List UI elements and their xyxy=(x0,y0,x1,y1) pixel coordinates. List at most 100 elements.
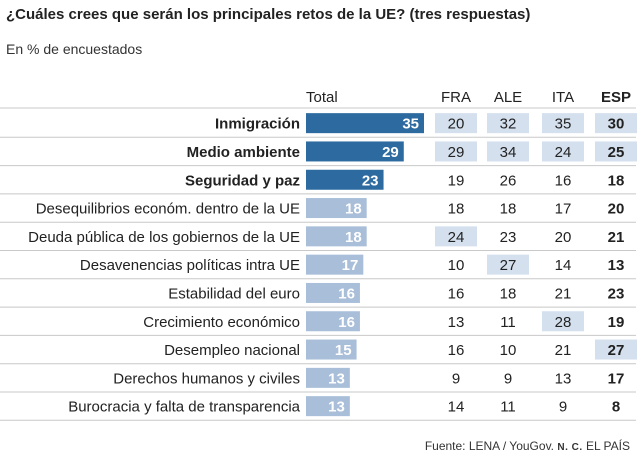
cell-value-esp: 8 xyxy=(612,399,620,416)
total-bar-label: 17 xyxy=(342,257,359,274)
cell-value-fra: 14 xyxy=(448,399,465,416)
column-header-total: Total xyxy=(306,89,338,106)
cell-value-fra: 18 xyxy=(448,201,465,218)
row-label: Seguridad y paz xyxy=(185,172,300,189)
cell-value-fra: 29 xyxy=(448,144,465,161)
cell-value-ale: 10 xyxy=(500,342,517,359)
row-label: Medio ambiente xyxy=(187,144,300,161)
total-bar xyxy=(306,282,360,303)
cell-value-fra: 10 xyxy=(448,257,465,274)
highlight-cell-ale xyxy=(487,141,529,162)
cell-value-ale: 11 xyxy=(500,399,516,416)
total-bar-label: 18 xyxy=(345,229,362,246)
total-bar-label: 16 xyxy=(338,285,355,302)
source-suffix: EL PAÍS xyxy=(582,439,630,453)
total-bar-label: 13 xyxy=(328,370,345,387)
cell-value-esp: 20 xyxy=(608,201,625,218)
total-bar xyxy=(306,141,404,162)
cell-value-esp: 17 xyxy=(608,370,625,387)
cell-value-fra: 9 xyxy=(452,370,460,387)
total-bar xyxy=(306,254,364,275)
highlight-cell-ale xyxy=(487,113,529,134)
row-label: Derechos humanos y civiles xyxy=(113,370,300,387)
row-label: Crecimiento económico xyxy=(143,314,300,331)
source-note: Fuente: LENA / YouGov. N. C. EL PAÍS xyxy=(425,439,630,453)
cell-value-ita: 13 xyxy=(555,370,572,387)
cell-value-fra: 20 xyxy=(448,116,465,133)
column-header-fra: FRA xyxy=(441,89,471,106)
total-bar-label: 23 xyxy=(362,172,379,189)
cell-value-ita: 24 xyxy=(555,144,572,161)
highlight-cell-ita xyxy=(542,311,584,332)
cell-value-fra: 16 xyxy=(448,285,465,302)
total-bar xyxy=(306,226,367,247)
cell-value-esp: 21 xyxy=(608,229,625,246)
source-prefix: Fuente: LENA / YouGov. xyxy=(424,439,558,453)
cell-value-ita: 9 xyxy=(559,399,567,416)
cell-value-fra: 13 xyxy=(448,314,465,331)
row-label: Burocracia y falta de transparencia xyxy=(68,399,300,416)
cell-value-ita: 21 xyxy=(555,342,572,359)
highlight-cell-ale xyxy=(487,254,529,275)
cell-value-ale: 32 xyxy=(500,116,517,133)
cell-value-ita: 16 xyxy=(555,172,572,189)
cell-value-esp: 23 xyxy=(608,285,625,302)
cell-value-esp: 30 xyxy=(608,116,625,133)
cell-value-ale: 18 xyxy=(500,201,517,218)
column-header-esp: ESP xyxy=(601,89,631,106)
cell-value-ita: 35 xyxy=(555,116,572,133)
row-label: Desempleo nacional xyxy=(164,342,300,359)
column-header-ita: ITA xyxy=(552,89,574,106)
cell-value-ale: 27 xyxy=(500,257,517,274)
cell-value-fra: 19 xyxy=(448,172,465,189)
total-bar-label: 18 xyxy=(345,201,362,218)
total-bar xyxy=(306,339,357,360)
cell-value-ale: 18 xyxy=(500,285,517,302)
highlight-cell-fra xyxy=(435,113,477,134)
highlight-cell-fra xyxy=(435,226,477,247)
cell-value-fra: 16 xyxy=(448,342,465,359)
chart-title: ¿Cuáles crees que serán los principales … xyxy=(6,6,531,23)
cell-value-esp: 18 xyxy=(608,172,625,189)
cell-value-ale: 11 xyxy=(500,314,516,331)
cell-value-ita: 14 xyxy=(555,257,572,274)
cell-value-fra: 24 xyxy=(448,229,465,246)
total-bar-label: 16 xyxy=(338,314,355,331)
total-bar-label: 13 xyxy=(328,399,345,416)
total-bar-label: 15 xyxy=(335,342,352,359)
cell-value-ita: 17 xyxy=(555,201,572,218)
total-bar xyxy=(306,367,350,388)
row-label: Estabilidad del euro xyxy=(168,285,300,302)
highlight-cell-esp xyxy=(595,141,637,162)
chart-subtitle: En % de encuestados xyxy=(6,41,143,57)
row-label: Inmigración xyxy=(215,116,300,133)
cell-value-esp: 25 xyxy=(608,144,625,161)
cell-value-ita: 20 xyxy=(555,229,572,246)
total-bar xyxy=(306,198,367,219)
total-bar xyxy=(306,311,360,332)
highlight-cell-ita xyxy=(542,113,584,134)
cell-value-ale: 26 xyxy=(500,172,517,189)
cell-value-ale: 34 xyxy=(500,144,517,161)
total-bar-label: 29 xyxy=(382,144,399,161)
row-label: Desequilibrios económ. dentro de la UE xyxy=(36,201,300,218)
cell-value-ale: 23 xyxy=(500,229,517,246)
highlight-cell-esp xyxy=(595,113,637,134)
column-header-ale: ALE xyxy=(494,89,522,106)
highlight-cell-ita xyxy=(542,141,584,162)
row-label: Deuda pública de los gobiernos de la UE xyxy=(28,229,300,246)
total-bar xyxy=(306,396,350,417)
cell-value-ale: 9 xyxy=(504,370,512,387)
total-bar xyxy=(306,113,424,134)
highlight-cell-esp xyxy=(595,339,637,360)
row-label: Desavenencias políticas intra UE xyxy=(80,257,300,274)
total-bar xyxy=(306,169,384,190)
cell-value-ita: 28 xyxy=(555,314,572,331)
highlight-cell-fra xyxy=(435,141,477,162)
total-bar-label: 35 xyxy=(402,116,419,133)
cell-value-esp: 19 xyxy=(608,314,625,331)
cell-value-ita: 21 xyxy=(555,285,572,302)
source-initials: N. C. xyxy=(557,442,583,453)
cell-value-esp: 27 xyxy=(608,342,625,359)
